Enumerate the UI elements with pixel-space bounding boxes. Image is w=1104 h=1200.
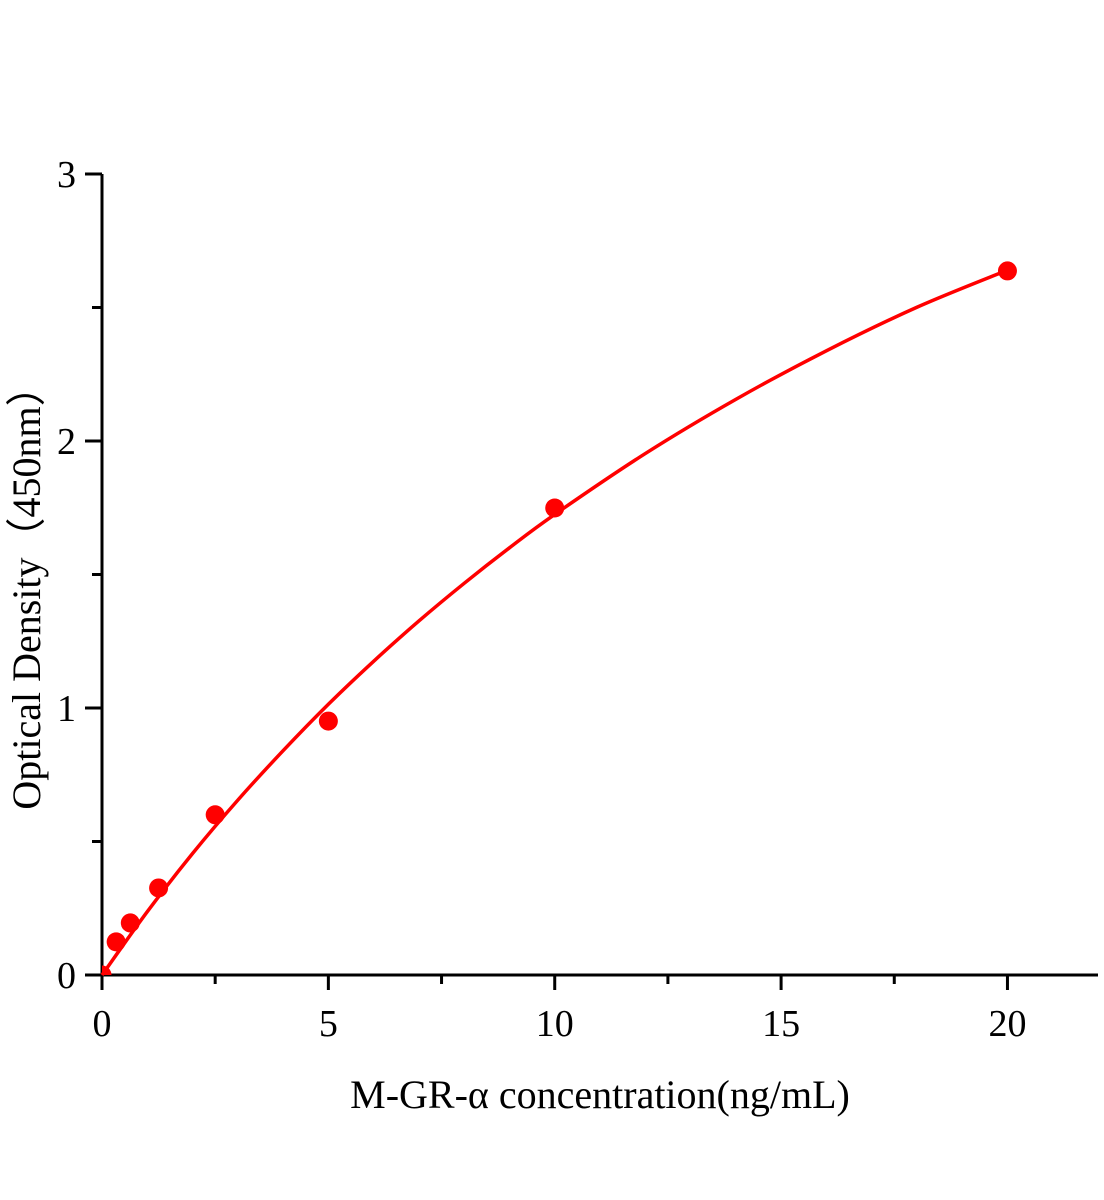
x-tick-label: 0 [93, 1003, 112, 1045]
y-tick-label: 2 [57, 421, 76, 463]
data-point [997, 261, 1017, 281]
points-layer [102, 261, 1017, 975]
data-point [318, 711, 338, 731]
x-tick-label: 20 [988, 1003, 1026, 1045]
data-point [205, 805, 225, 825]
x-axis-label: M-GR-α concentration(ng/mL) [350, 1072, 850, 1117]
y-axis-label: Optical Density（450nm） [4, 366, 49, 809]
y-tick-label: 3 [57, 154, 76, 196]
data-point [545, 498, 565, 518]
fitted-curve [100, 268, 1009, 977]
data-point [106, 932, 126, 952]
x-tick-label: 15 [762, 1003, 800, 1045]
data-point [102, 965, 112, 975]
data-point [149, 878, 169, 898]
y-tick-label: 0 [57, 955, 76, 997]
data-point [120, 913, 140, 933]
y-tick-label: 1 [57, 688, 76, 730]
x-tick-label: 10 [536, 1003, 574, 1045]
axes: 0 5 10 15 20 0 1 2 3 [57, 154, 1098, 1045]
x-tick-label: 5 [319, 1003, 338, 1045]
fitted-curve-layer [100, 268, 1009, 977]
